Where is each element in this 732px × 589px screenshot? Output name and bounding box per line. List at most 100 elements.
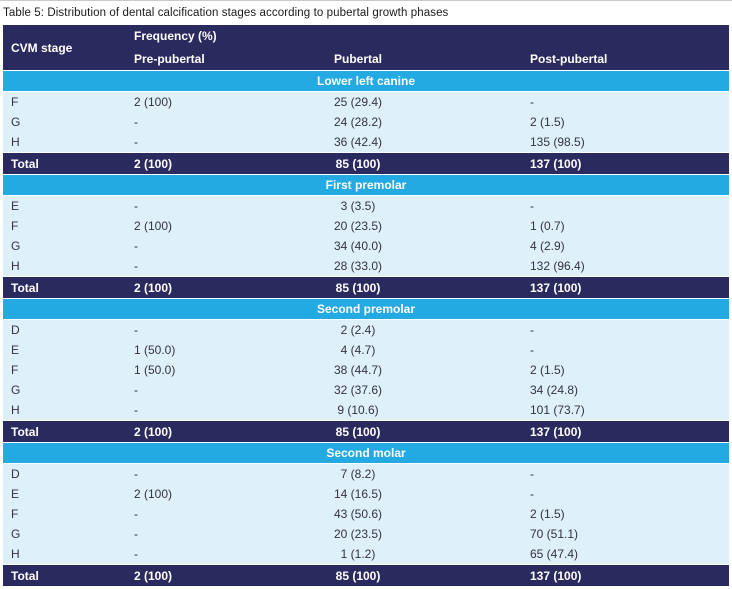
pre-pubertal-cell: 2 (100) (134, 487, 173, 501)
pubertal-cell: 20 (23.5) (333, 219, 383, 233)
stage-cell: H (11, 547, 20, 561)
stage-cell: Total (11, 568, 39, 583)
stage-cell: E (11, 199, 20, 213)
section-header-second-premolar: Second premolar (3, 298, 729, 320)
total-row: Total 2 (100) 85 (100) 137 (100) (3, 276, 729, 298)
pre-pubertal-cell: 1 (50.0) (134, 343, 176, 357)
post-pubertal-cell: - (530, 95, 534, 109)
stage-cell: Total (11, 280, 39, 295)
post-pubertal-cell: 135 (98.5) (530, 135, 585, 149)
pre-pubertal-cell: - (134, 259, 138, 273)
pubertal-cell: 2 (2.4) (340, 323, 376, 337)
header-pre-pubertal: Pre-pubertal (134, 51, 205, 66)
pubertal-cell: 25 (29.4) (333, 95, 383, 109)
pre-pubertal-cell: - (134, 467, 138, 481)
pre-pubertal-cell: 2 (100) (134, 280, 173, 295)
post-pubertal-cell: - (530, 199, 534, 213)
post-pubertal-cell: 70 (51.1) (530, 527, 579, 541)
section-header-second-molar: Second molar (3, 442, 729, 464)
stage-cell: F (11, 219, 19, 233)
stage-cell: H (11, 259, 20, 273)
stage-cell: G (11, 115, 21, 129)
pubertal-cell: 85 (100) (335, 156, 381, 171)
table-row: D - 2 (2.4) - (3, 320, 729, 340)
post-pubertal-cell: 2 (1.5) (530, 507, 565, 521)
pre-pubertal-cell: - (134, 403, 138, 417)
post-pubertal-cell: 101 (73.7) (530, 403, 585, 417)
stage-cell: G (11, 527, 21, 541)
table-row: G - 24 (28.2) 2 (1.5) (3, 112, 729, 132)
total-row: Total 2 (100) 85 (100) 137 (100) (3, 152, 729, 174)
pubertal-cell: 9 (10.6) (337, 403, 379, 417)
pre-pubertal-cell: - (134, 239, 138, 253)
stage-cell: E (11, 487, 20, 501)
stage-cell: D (11, 467, 20, 481)
post-pubertal-cell: - (530, 343, 534, 357)
pre-pubertal-cell: 2 (100) (134, 424, 173, 439)
table-row: E 1 (50.0) 4 (4.7) - (3, 340, 729, 360)
stage-cell: F (11, 507, 19, 521)
pubertal-cell: 85 (100) (335, 568, 381, 583)
table-row: G - 32 (37.6) 34 (24.8) (3, 380, 729, 400)
stage-cell: D (11, 323, 20, 337)
pre-pubertal-cell: 1 (50.0) (134, 363, 176, 377)
data-table: CVM stage Frequency (%) Pre-pubertal Pub… (3, 25, 729, 586)
pubertal-cell: 14 (16.5) (333, 487, 383, 501)
stage-cell: G (11, 239, 21, 253)
pre-pubertal-cell: - (134, 199, 138, 213)
table-caption: Table 5: Distribution of dental calcific… (3, 7, 449, 19)
post-pubertal-cell: 137 (100) (530, 424, 582, 439)
table-row: H - 1 (1.2) 65 (47.4) (3, 544, 729, 564)
stage-cell: E (11, 343, 20, 357)
pubertal-cell: 85 (100) (335, 280, 381, 295)
table-row: F 2 (100) 20 (23.5) 1 (0.7) (3, 216, 729, 236)
table-row: E 2 (100) 14 (16.5) - (3, 484, 729, 504)
total-row: Total 2 (100) 85 (100) 137 (100) (3, 564, 729, 586)
table-row: H - 9 (10.6) 101 (73.7) (3, 400, 729, 420)
post-pubertal-cell: 137 (100) (530, 568, 582, 583)
post-pubertal-cell: 4 (2.9) (530, 239, 565, 253)
table-row: F - 43 (50.6) 2 (1.5) (3, 504, 729, 524)
pubertal-cell: 38 (44.7) (333, 363, 383, 377)
header-cvm-stage: CVM stage (11, 40, 73, 55)
table-row: H - 36 (42.4) 135 (98.5) (3, 132, 729, 152)
pubertal-cell: 3 (3.5) (340, 199, 376, 213)
pubertal-cell: 20 (23.5) (333, 527, 383, 541)
table-row: H - 28 (33.0) 132 (96.4) (3, 256, 729, 276)
pubertal-cell: 28 (33.0) (333, 259, 383, 273)
table-row: F 2 (100) 25 (29.4) - (3, 92, 729, 112)
post-pubertal-cell: 137 (100) (530, 156, 582, 171)
stage-cell: Total (11, 156, 39, 171)
pre-pubertal-cell: 2 (100) (134, 568, 173, 583)
pre-pubertal-cell: - (134, 383, 138, 397)
table-row: D - 7 (8.2) - (3, 464, 729, 484)
pre-pubertal-cell: 2 (100) (134, 95, 173, 109)
pubertal-cell: 32 (37.6) (333, 383, 383, 397)
post-pubertal-cell: 65 (47.4) (530, 547, 579, 561)
table-row: G - 20 (23.5) 70 (51.1) (3, 524, 729, 544)
header-post-pubertal: Post-pubertal (530, 51, 608, 66)
stage-cell: F (11, 95, 19, 109)
pre-pubertal-cell: - (134, 527, 138, 541)
pre-pubertal-cell: - (134, 135, 138, 149)
post-pubertal-cell: - (530, 467, 534, 481)
pre-pubertal-cell: - (134, 547, 138, 561)
section-header-lower-left-canine: Lower left canine (3, 70, 729, 92)
pubertal-cell: 43 (50.6) (333, 507, 383, 521)
header-frequency-group: Frequency (%) (134, 29, 217, 43)
post-pubertal-cell: 132 (96.4) (530, 259, 585, 273)
post-pubertal-cell: 137 (100) (530, 280, 582, 295)
header-pubertal: Pubertal (333, 51, 382, 66)
post-pubertal-cell: 2 (1.5) (530, 115, 565, 129)
pubertal-cell: 34 (40.0) (333, 239, 383, 253)
pre-pubertal-cell: 2 (100) (134, 219, 173, 233)
table-header: CVM stage Frequency (%) Pre-pubertal Pub… (3, 25, 729, 70)
pubertal-cell: 7 (8.2) (340, 467, 376, 481)
stage-cell: H (11, 135, 20, 149)
stage-cell: H (11, 403, 20, 417)
pre-pubertal-cell: 2 (100) (134, 156, 173, 171)
stage-cell: G (11, 383, 21, 397)
section-header-first-premolar: First premolar (3, 174, 729, 196)
pubertal-cell: 24 (28.2) (333, 115, 383, 129)
